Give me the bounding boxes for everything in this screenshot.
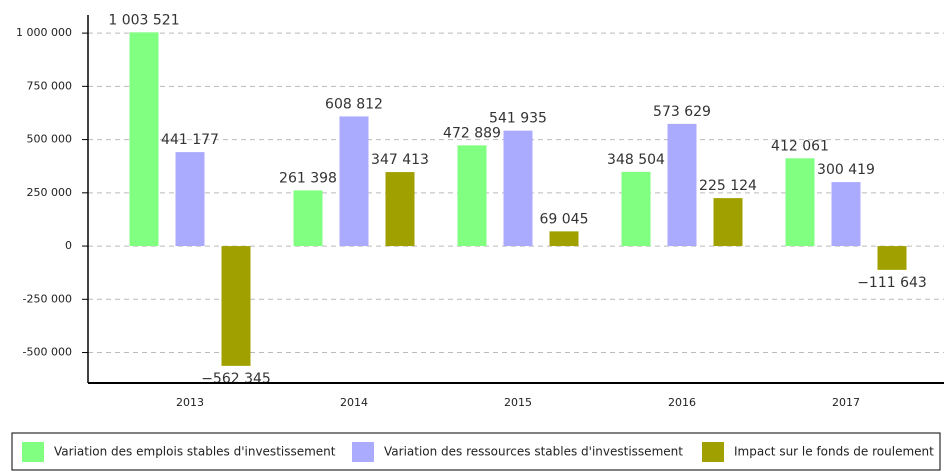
y-tick-label: -250 000 [23,292,72,305]
bar [129,32,159,247]
x-tick-label: 2013 [176,396,204,409]
bar [785,158,815,247]
value-label: 608 812 [325,96,383,112]
bar [175,152,205,247]
value-label: 573 629 [653,104,711,120]
bar [457,145,487,247]
value-label: 348 504 [607,152,665,168]
bar [877,246,907,270]
y-tick-label: -500 000 [23,346,72,359]
x-tick-label: 2016 [668,396,696,409]
value-label: 472 889 [443,125,501,141]
y-tick-label: 250 000 [27,186,73,199]
value-label: 347 413 [371,152,429,168]
y-tick-label: 750 000 [27,79,73,92]
legend-label: Variation des ressources stables d'inves… [384,445,683,459]
value-label: −562 345 [201,371,271,387]
value-label: 441 177 [161,132,219,148]
bar [293,190,323,247]
legend-swatch [702,442,724,462]
y-tick-label: 1 000 000 [16,26,72,39]
value-label: −111 643 [857,275,927,291]
legend-label: Variation des emplois stables d'investis… [54,445,336,459]
bar [339,116,369,247]
legend-box [11,432,941,471]
legend-label: Impact sur le fonds de roulement [734,445,934,459]
value-label: 300 419 [817,162,875,178]
y-tick-label: 500 000 [27,133,73,146]
value-label: 225 124 [699,178,757,194]
value-label: 261 398 [279,170,337,186]
y-tick-label: 0 [65,239,72,252]
x-tick-label: 2015 [504,396,532,409]
value-label: 69 045 [540,211,589,227]
legend-swatch [22,442,44,462]
x-tick-label: 2014 [340,396,368,409]
legend-swatch [352,442,374,462]
bar [385,172,415,247]
bar [831,182,861,247]
bar [667,123,697,247]
x-tick-label: 2017 [832,396,860,409]
bar [503,130,533,247]
value-label: 1 003 521 [108,12,179,28]
value-label: 541 935 [489,111,547,127]
bar [549,231,579,247]
value-label: 412 061 [771,138,829,154]
bar [221,246,251,366]
bar [713,198,743,247]
bar [621,171,651,247]
